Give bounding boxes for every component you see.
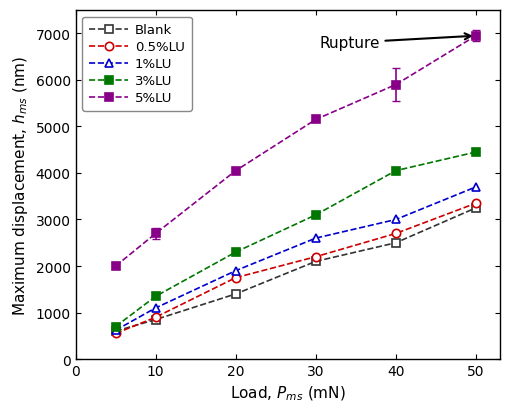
Text: Rupture: Rupture bbox=[319, 34, 471, 51]
Legend: Blank, 0.5%LU, 1%LU, 3%LU, 5%LU: Blank, 0.5%LU, 1%LU, 3%LU, 5%LU bbox=[82, 18, 192, 112]
Y-axis label: Maximum displacement, $h_{ms}$ (nm): Maximum displacement, $h_{ms}$ (nm) bbox=[11, 55, 30, 315]
X-axis label: Load, $P_{ms}$ (mN): Load, $P_{ms}$ (mN) bbox=[230, 384, 345, 402]
